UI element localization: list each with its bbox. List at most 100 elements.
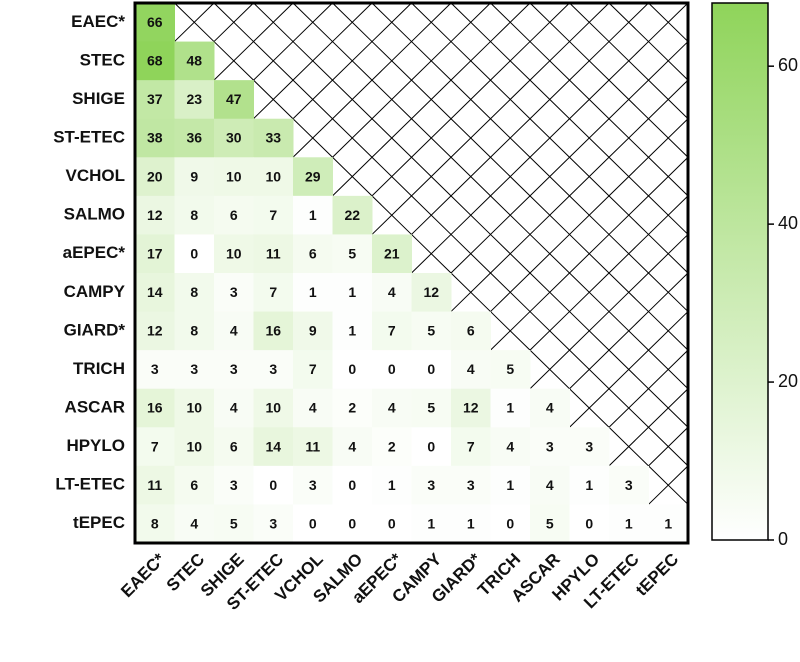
cell bbox=[451, 388, 491, 428]
cell bbox=[214, 195, 254, 235]
cell-label: 9 bbox=[309, 323, 317, 339]
cell bbox=[332, 504, 373, 544]
cell-label: 12 bbox=[147, 323, 163, 339]
cell bbox=[174, 350, 215, 390]
cell bbox=[253, 273, 294, 313]
cell-label: 29 bbox=[305, 168, 321, 184]
cell-label: 5 bbox=[427, 400, 435, 416]
hatch-line bbox=[490, 272, 531, 312]
cell bbox=[135, 350, 175, 390]
cell-label: 0 bbox=[427, 438, 435, 454]
cell bbox=[332, 195, 373, 235]
cell bbox=[372, 350, 412, 390]
cell bbox=[135, 195, 175, 235]
cell bbox=[174, 311, 215, 351]
hatch-line bbox=[648, 349, 689, 390]
y-tick-label: SALMO bbox=[64, 205, 125, 224]
cell bbox=[490, 427, 531, 467]
hatch-line bbox=[332, 41, 373, 81]
cell-label: 4 bbox=[546, 477, 554, 493]
x-tick-label: tEPEC bbox=[632, 550, 682, 600]
cell bbox=[490, 350, 531, 390]
cell bbox=[135, 3, 175, 43]
cell bbox=[451, 427, 491, 467]
cell bbox=[135, 388, 175, 428]
cell-label: 4 bbox=[467, 361, 475, 377]
hatch-line bbox=[411, 2, 452, 42]
hatch-line bbox=[292, 118, 333, 158]
cell-label: 4 bbox=[388, 284, 396, 300]
y-tick-label: TRICH bbox=[73, 359, 125, 378]
y-tick-label: VCHOL bbox=[66, 166, 126, 185]
cell bbox=[293, 350, 333, 390]
cell bbox=[332, 388, 373, 428]
cell-label: 10 bbox=[265, 400, 281, 416]
cell bbox=[135, 311, 175, 351]
hatch-line bbox=[569, 41, 610, 81]
cell bbox=[174, 427, 215, 467]
hatch-line bbox=[569, 156, 610, 197]
hatch-line bbox=[569, 272, 610, 312]
cell-label: 3 bbox=[230, 361, 238, 377]
hatch-line bbox=[411, 118, 452, 158]
cell-label: 0 bbox=[269, 477, 277, 493]
cell bbox=[530, 427, 570, 467]
cell bbox=[451, 504, 491, 544]
hatch-line bbox=[648, 79, 689, 120]
cell-label: 4 bbox=[230, 400, 238, 416]
hatch-line bbox=[648, 234, 689, 274]
hatch-line bbox=[450, 41, 491, 81]
cell-label: 21 bbox=[384, 245, 400, 261]
hatch-line bbox=[490, 2, 531, 42]
hatch-line bbox=[450, 195, 491, 235]
cell-label: 16 bbox=[265, 323, 281, 339]
cell bbox=[372, 234, 412, 274]
cell-label: 10 bbox=[226, 245, 242, 261]
cell-label: 4 bbox=[348, 438, 356, 454]
hatch-line bbox=[411, 195, 452, 235]
cell bbox=[332, 311, 373, 351]
cell-label: 37 bbox=[147, 91, 163, 107]
cell bbox=[135, 41, 175, 81]
y-tick-label: STEC bbox=[80, 50, 125, 69]
cell-label: 33 bbox=[265, 130, 281, 146]
hatch-line bbox=[529, 195, 570, 235]
cell-label: 48 bbox=[186, 53, 202, 69]
cell-label: 6 bbox=[309, 245, 317, 261]
cell bbox=[135, 427, 175, 467]
y-tick-label: ASCAR bbox=[65, 397, 125, 416]
cell-label: 7 bbox=[467, 438, 475, 454]
cell-label: 11 bbox=[305, 438, 320, 454]
hatch-line bbox=[608, 156, 649, 197]
cell bbox=[174, 234, 215, 274]
hatch-line bbox=[411, 41, 452, 81]
cell-label: 1 bbox=[506, 400, 514, 416]
cell-label: 23 bbox=[186, 91, 202, 107]
hatch-line bbox=[608, 311, 649, 351]
cell-label: 1 bbox=[664, 515, 672, 531]
cell-label: 4 bbox=[506, 438, 514, 454]
cell bbox=[214, 465, 254, 505]
cell-label: 5 bbox=[230, 515, 238, 531]
hatch-line bbox=[371, 118, 412, 158]
cell bbox=[214, 273, 254, 313]
cell bbox=[332, 234, 373, 274]
cell-label: 6 bbox=[467, 323, 475, 339]
cell-label: 0 bbox=[309, 515, 317, 531]
hatch-line bbox=[332, 79, 373, 120]
cell bbox=[293, 195, 333, 235]
cell-label: 14 bbox=[265, 438, 281, 454]
hatch-line bbox=[411, 79, 452, 120]
cell-label: 0 bbox=[348, 361, 356, 377]
hatch-line bbox=[253, 41, 294, 81]
hatch-line bbox=[608, 41, 649, 81]
cell bbox=[253, 504, 294, 544]
colorbar-gradient bbox=[711, 2, 769, 541]
hatch-line bbox=[648, 426, 689, 467]
cell bbox=[214, 118, 254, 158]
cell bbox=[332, 273, 373, 313]
cell-label: 1 bbox=[309, 207, 317, 223]
cell bbox=[411, 465, 452, 505]
